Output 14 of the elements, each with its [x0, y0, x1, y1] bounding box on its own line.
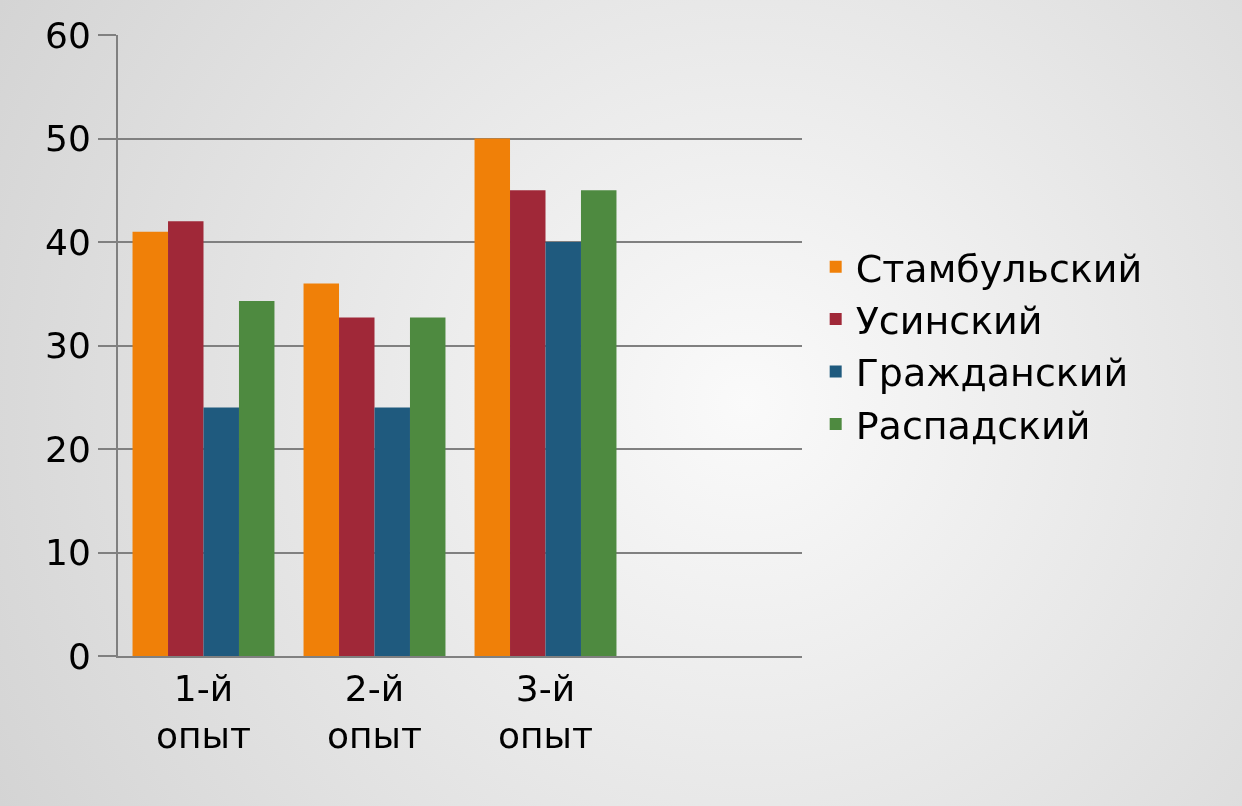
y-tick-label: 10	[44, 532, 91, 574]
legend-label: Стамбульский	[855, 246, 1143, 291]
y-tick-label: 30	[44, 325, 91, 367]
y-tick-label: 0	[67, 635, 91, 677]
x-tick-label: 2-й опыт	[327, 668, 422, 756]
x-tick-label: 3-й опыт	[498, 668, 593, 756]
y-tick-label: 20	[44, 428, 91, 470]
legend-label: Усинский	[855, 298, 1043, 343]
y-tick-label: 40	[44, 221, 91, 263]
legend-label: Распадский	[855, 403, 1091, 448]
x-tick-label: 1-й опыт	[156, 668, 251, 756]
legend-label: Гражданский	[855, 351, 1129, 396]
y-tick-label: 60	[44, 14, 91, 56]
y-tick-label: 50	[44, 118, 91, 160]
